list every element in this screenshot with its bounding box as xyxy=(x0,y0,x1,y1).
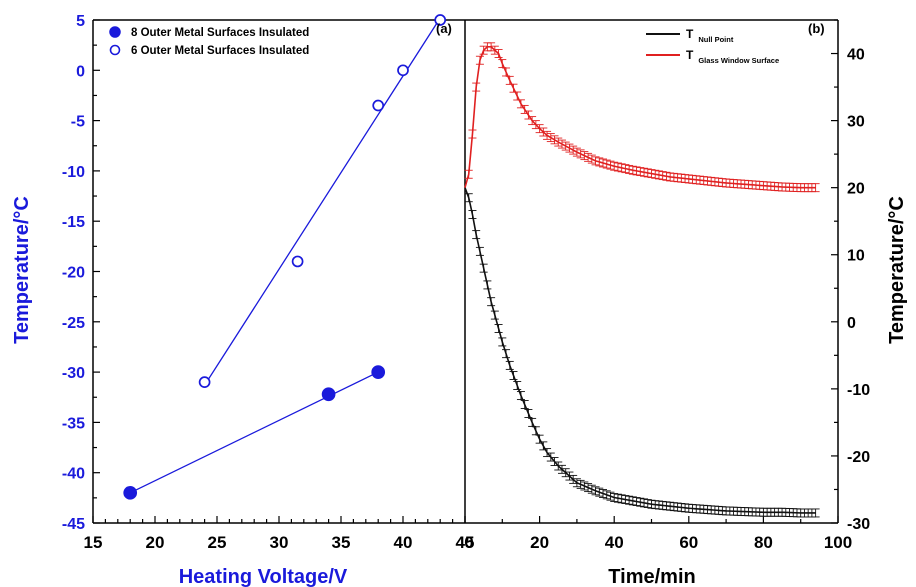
legend-null-point-t: T xyxy=(686,27,694,41)
panel-a-x-tick-label: 35 xyxy=(332,533,351,552)
panel-b-time: 0 20 40 60 80 100-30 -20 -10 0 10 20 30 40 (b) T Null… xyxy=(464,19,908,587)
panel-a-y-tick-label: -20 xyxy=(62,265,85,282)
data-point-filled xyxy=(123,485,138,500)
panel-b-y-tick-label: -20 xyxy=(847,449,870,466)
legend-null-point-label: T Null Point xyxy=(686,27,734,44)
panel-b-marks xyxy=(464,42,820,518)
panel-a-x-tick-label: 20 xyxy=(146,533,165,552)
panel-a-y-tick-label: 5 xyxy=(76,13,85,30)
panel-a-ticks: 15 20 25 30 35 40 4550-5-10-15-20-25-30-35-40-… xyxy=(62,13,475,552)
data-point-open xyxy=(198,376,211,389)
panel-a-label: (a) xyxy=(436,21,452,36)
panel-a-y-tick-label: -35 xyxy=(62,415,85,432)
panel-b-x-tick-label: 60 xyxy=(679,533,698,552)
series-line-1 xyxy=(464,187,816,514)
data-point-open xyxy=(397,64,409,77)
panel-b-x-tick-label: 100 xyxy=(824,533,852,552)
data-point-filled xyxy=(371,365,386,379)
panel-b-x-tick-label: 80 xyxy=(754,533,773,552)
panel-a-x-tick-label: 25 xyxy=(208,533,227,552)
legend-filled-circle-icon xyxy=(109,26,121,38)
data-point-open xyxy=(372,99,385,112)
panel-a-fit-line-1 xyxy=(129,371,379,494)
panel-a-fit-line-2 xyxy=(204,17,441,386)
panel-a-y-tick-label: -30 xyxy=(62,365,85,382)
data-point-filled xyxy=(321,387,336,402)
panel-b-x-axis-title: Time/min xyxy=(608,566,695,587)
panel-b-y-tick-label: 30 xyxy=(847,114,865,131)
legend-glass-window-t: T xyxy=(686,48,694,62)
panel-b-y-tick-label: 10 xyxy=(847,248,865,265)
panel-a-legend: 8 Outer Metal Surfaces Insulated 6 Outer… xyxy=(109,26,309,57)
panel-b-legend: T Null Point T Glass Window Surface xyxy=(646,27,779,65)
panel-b-y-tick-label: -10 xyxy=(847,382,870,399)
legend-label-8-surfaces: 8 Outer Metal Surfaces Insulated xyxy=(131,27,309,39)
panel-b-y-axis-title: Temperature/°C xyxy=(886,196,908,344)
panel-b-x-tick-label: 40 xyxy=(605,533,624,552)
panel-a-x-tick-label: 40 xyxy=(394,533,413,552)
panel-b-label: (b) xyxy=(808,21,825,36)
panel-a-y-tick-label: -40 xyxy=(62,466,85,483)
legend-glass-window-label: T Glass Window Surface xyxy=(686,48,779,65)
legend-null-point-sub: Null Point xyxy=(698,35,733,44)
panel-b-x-tick-label: 0 xyxy=(464,533,473,552)
legend-label-6-surfaces: 6 Outer Metal Surfaces Insulated xyxy=(131,45,309,57)
panel-a-y-tick-label: -45 xyxy=(62,516,85,533)
panel-b-x-tick-label: 20 xyxy=(530,533,549,552)
panel-a-y-tick-label: 0 xyxy=(76,63,85,80)
panel-a-x-tick-label: 15 xyxy=(84,533,103,552)
panel-b-y-tick-label: -30 xyxy=(847,516,870,533)
panel-a-marks xyxy=(123,14,447,500)
panel-a-y-tick-label: -5 xyxy=(71,114,85,131)
panel-b-y-tick-label: 20 xyxy=(847,181,865,198)
panel-a-y-axis-title: Temperature/°C xyxy=(11,196,33,344)
panel-a-x-tick-label: 30 xyxy=(270,533,289,552)
panel-a-y-tick-label: -15 xyxy=(62,214,85,231)
panel-a-y-tick-label: -25 xyxy=(62,315,85,332)
panel-a-x-tick-label: 45 xyxy=(456,533,475,552)
panel-b-ticks: 0 20 40 60 80 100-30 -20 -10 0 10 20 30 40 xyxy=(464,19,870,552)
legend-glass-window-sub: Glass Window Surface xyxy=(698,56,779,65)
panel-b-y-tick-label: 40 xyxy=(847,47,865,64)
panel-b-y-tick-label: 0 xyxy=(847,315,856,332)
legend-open-circle-icon xyxy=(109,44,121,56)
panel-a-x-axis-title: Heating Voltage/V xyxy=(179,566,348,587)
data-point-open xyxy=(434,14,447,26)
panel-a-heating-voltage: 15 20 25 30 35 40 4550-5-10-15-20-25-30-35-40-… xyxy=(11,13,474,587)
panel-a-y-tick-label: -10 xyxy=(62,164,85,181)
data-point-open xyxy=(291,255,304,268)
